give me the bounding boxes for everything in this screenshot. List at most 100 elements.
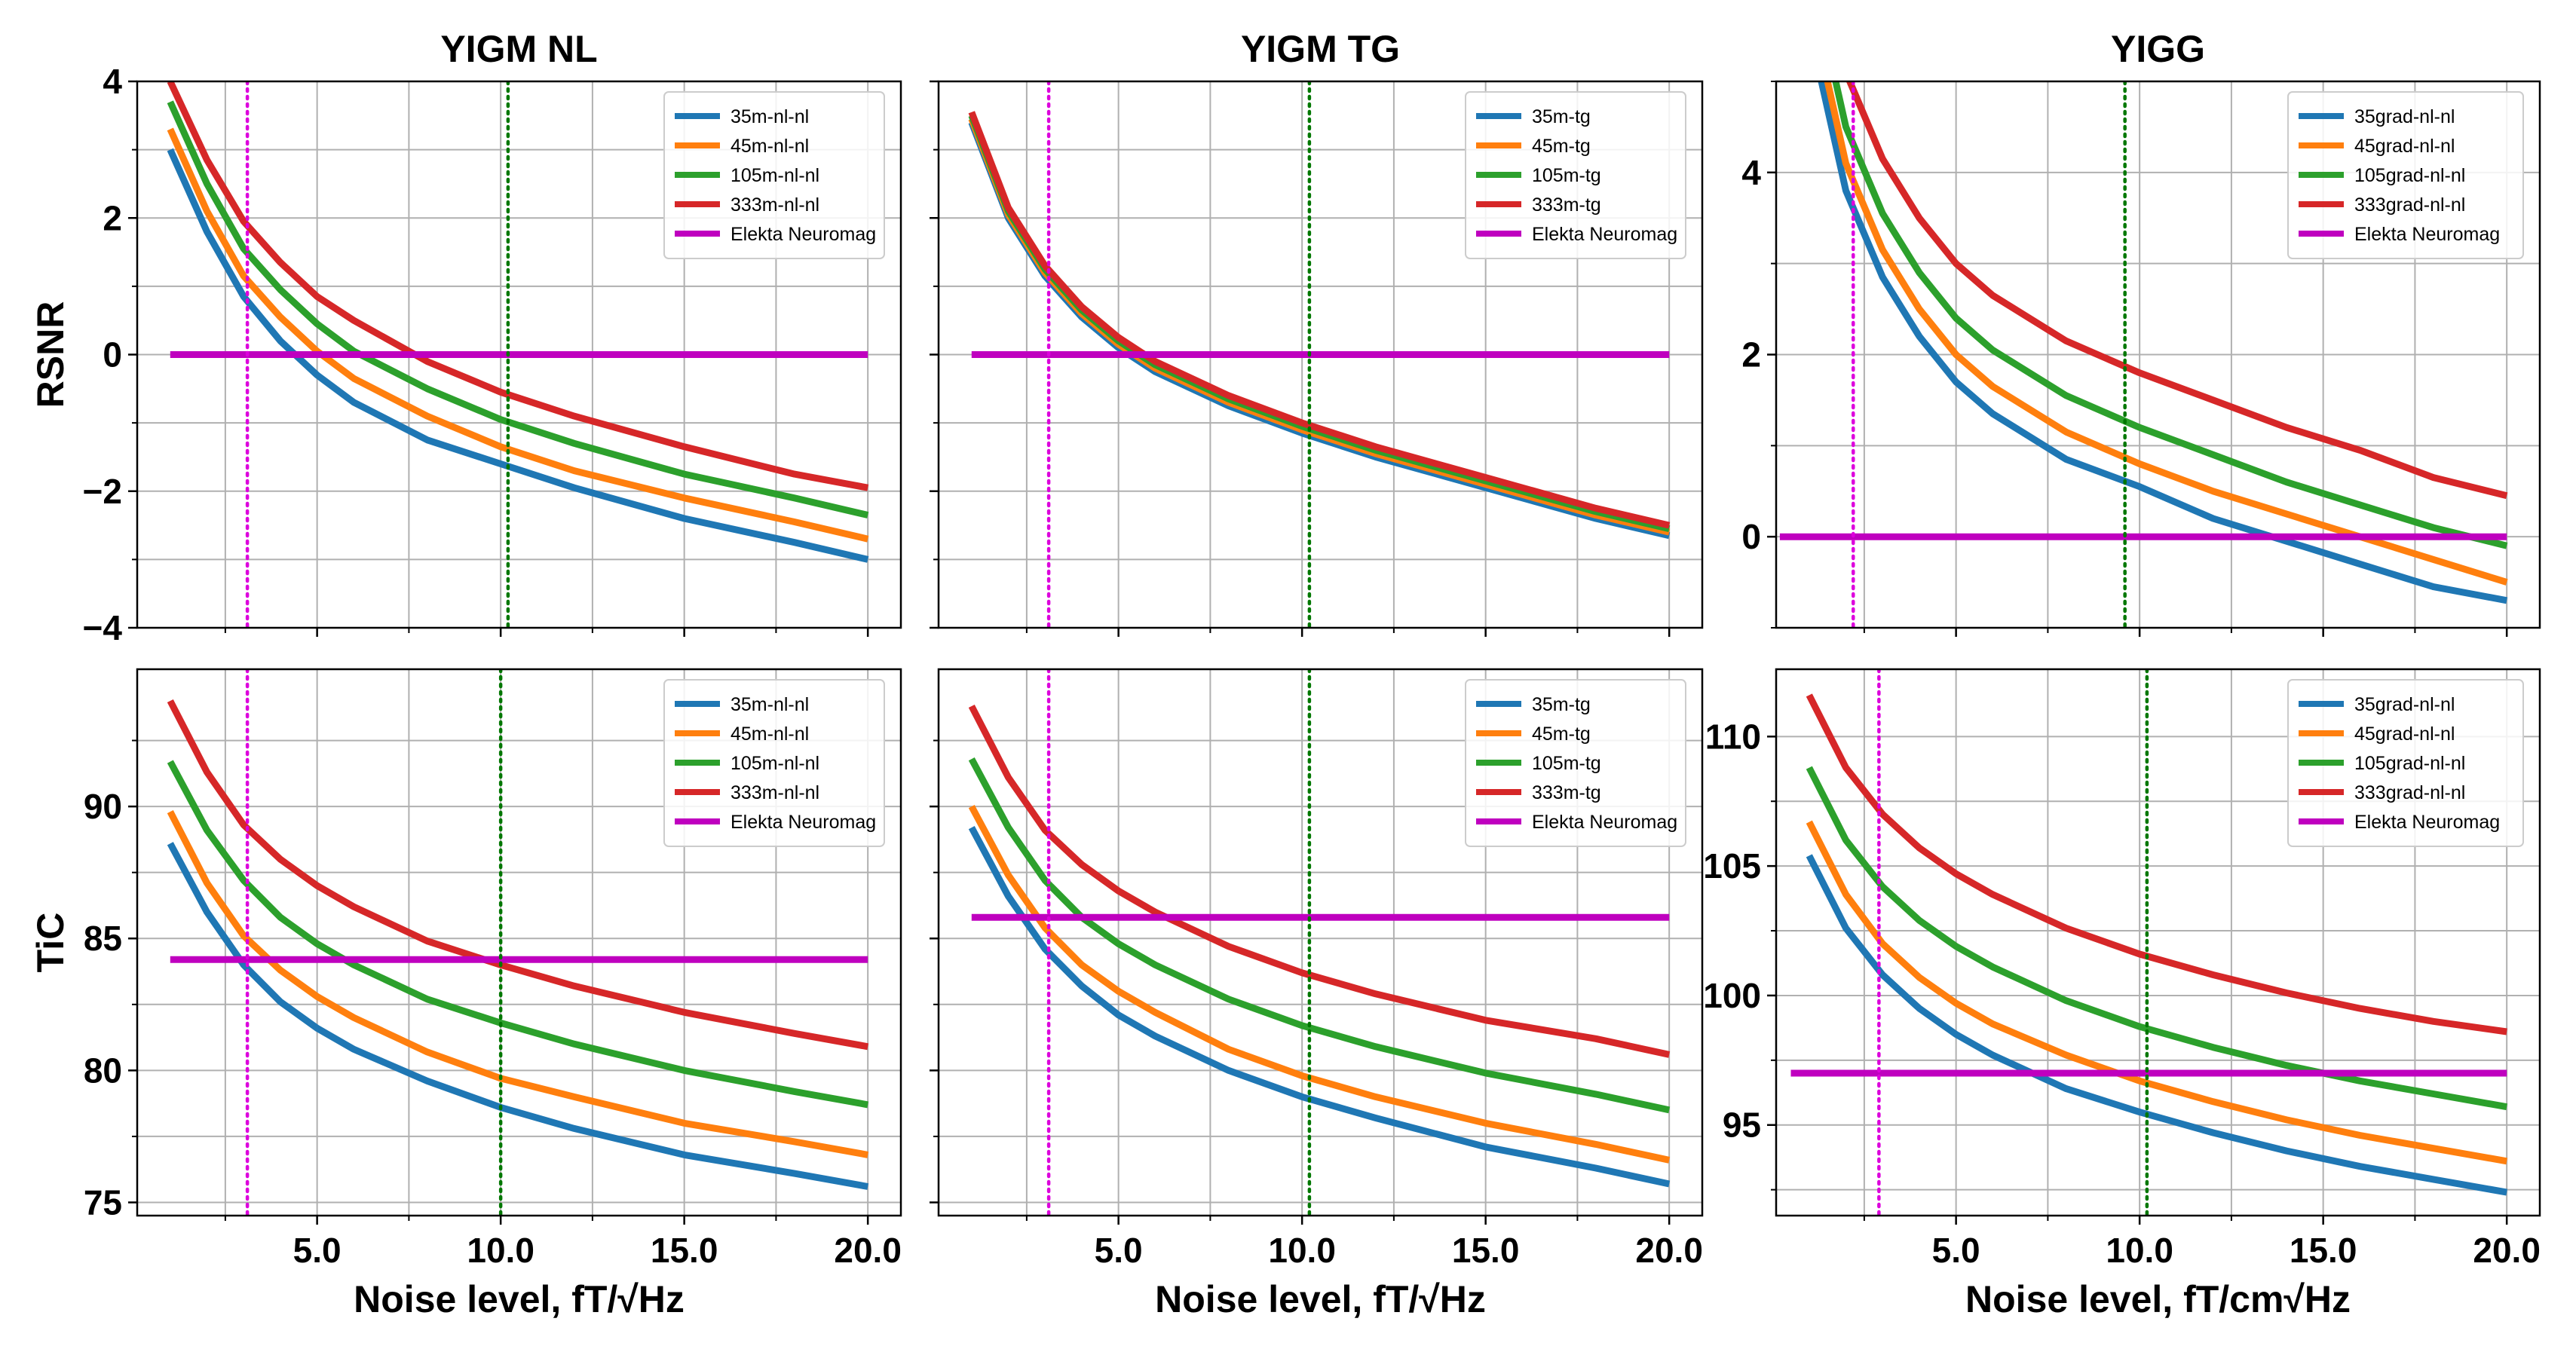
- legend-entry: 105m-nl-nl: [731, 165, 819, 186]
- legend-entry: 45m-nl-nl: [731, 723, 809, 745]
- y-tick-label: 85: [84, 919, 122, 958]
- y-tick-label: 2: [1741, 335, 1761, 375]
- series-line: [968, 757, 1671, 1114]
- y-axis-label: TiC: [29, 913, 72, 973]
- y-axis-label: RSNR: [29, 301, 72, 408]
- series-group: [167, 81, 869, 628]
- y-tick-label: −4: [83, 608, 123, 647]
- series-group: [968, 669, 1671, 1216]
- series-line: [968, 825, 1671, 1188]
- legend-entry: 333grad-nl-nl: [2354, 194, 2465, 216]
- legend-entry: Elekta Neuromag: [731, 224, 876, 245]
- legend-entry: 35m-nl-nl: [731, 694, 809, 715]
- legend: 35m-tg 45m-tg 105m-tg 333m-tg Elekta Neuroma…: [1465, 91, 1686, 259]
- y-tick-label: 2: [103, 198, 122, 237]
- legend-entry: 105m-tg: [1532, 753, 1601, 774]
- series-line: [1806, 693, 2507, 1035]
- series-line: [968, 111, 1671, 529]
- panel-5: 5.0 10.0 15.0 20.0 Noise level, fT/√Hz 35m-tg…: [930, 668, 1704, 1320]
- series-line: [1806, 854, 2507, 1196]
- panel-4: 5.0 10.0 15.0 20.0 75 80 85 90 Noise level, fT/√…: [29, 668, 902, 1320]
- axes-frame: [1775, 668, 2541, 1217]
- legend-entry: 105m-tg: [1532, 165, 1601, 186]
- y-tick-label: 4: [1741, 153, 1761, 192]
- legend-entry: Elekta Neuromag: [731, 812, 876, 833]
- legend-box: [2287, 679, 2524, 847]
- legend-entry: 333m-tg: [1532, 782, 1601, 803]
- series-line: [1832, 81, 2508, 549]
- x-tick-label: 15.0: [1452, 1231, 1520, 1270]
- legend-entry: 35grad-nl-nl: [2354, 106, 2455, 127]
- x-tick-label: 5.0: [1095, 1231, 1143, 1270]
- legend-entry: 105grad-nl-nl: [2354, 753, 2465, 774]
- legend-entry: Elekta Neuromag: [1532, 812, 1677, 833]
- axes-frame: [937, 80, 1704, 629]
- series-line: [167, 699, 868, 1051]
- legend-entry: 333m-tg: [1532, 194, 1601, 216]
- x-axis-label: Noise level, fT/√Hz: [1155, 1278, 1486, 1320]
- series-line: [167, 81, 869, 491]
- x-tick-label: 5.0: [293, 1231, 342, 1270]
- series-line: [167, 842, 868, 1190]
- x-axis-label: Noise level, fT/√Hz: [354, 1278, 685, 1320]
- legend: 35m-tg 45m-tg 105m-tg 333m-tg Elekta Neuroma…: [1465, 679, 1686, 847]
- series-line: [968, 704, 1671, 1058]
- legend: 35grad-nl-nl 45grad-nl-nl 105grad-nl-nl 333…: [2287, 91, 2524, 259]
- legend-entry: 35m-nl-nl: [731, 106, 809, 127]
- x-tick-label: 20.0: [2473, 1231, 2541, 1270]
- y-tick-label: 100: [1703, 976, 1761, 1015]
- legend-entry: 45m-tg: [1532, 136, 1591, 157]
- axes-frame: [937, 668, 1704, 1217]
- y-tick-label: 4: [103, 62, 122, 101]
- y-tick-label: 110: [1705, 717, 1761, 756]
- legend-entry: 45m-tg: [1532, 723, 1591, 745]
- panel-title: YIGM TG: [1241, 28, 1400, 70]
- axes-frame: [136, 80, 902, 629]
- x-tick-label: 10.0: [1268, 1231, 1336, 1270]
- x-tick-label: 10.0: [2106, 1231, 2173, 1270]
- y-tick-label: 95: [1723, 1106, 1761, 1145]
- series-line: [167, 127, 869, 543]
- legend: 35m-nl-nl 45m-nl-nl 105m-nl-nl 333m-nl-nl El…: [663, 679, 885, 847]
- legend-box: [663, 91, 885, 259]
- x-tick-label: 15.0: [2290, 1231, 2357, 1270]
- series-line: [1806, 820, 2507, 1165]
- legend-box: [2287, 91, 2524, 259]
- panel-6: 5.0 10.0 15.0 20.0 95 100 105 110 Noise level, f…: [1703, 668, 2541, 1320]
- legend: 35grad-nl-nl 45grad-nl-nl 105grad-nl-nl 333…: [2287, 679, 2524, 847]
- legend-box: [1465, 679, 1686, 847]
- x-tick-label: 15.0: [651, 1231, 718, 1270]
- y-tick-label: 0: [103, 335, 122, 375]
- axes-frame: [136, 668, 902, 1217]
- series-group: [968, 81, 1671, 628]
- panel-title: YIGG: [2111, 28, 2205, 70]
- legend-entry: 105grad-nl-nl: [2354, 165, 2465, 186]
- series-line: [167, 760, 868, 1109]
- x-tick-label: 10.0: [467, 1231, 534, 1270]
- x-tick-label: 20.0: [1635, 1231, 1703, 1270]
- legend-entry: 35m-tg: [1532, 694, 1591, 715]
- panel-3: 0 2 4 YIGG 35grad-nl-nl 45grad-nl-nl 105grad-n…: [1741, 28, 2541, 637]
- series-line: [1818, 81, 2508, 604]
- y-tick-label: 105: [1703, 846, 1761, 886]
- y-tick-label: 0: [1741, 517, 1761, 556]
- legend-entry: 105m-nl-nl: [731, 753, 819, 774]
- series-line: [167, 810, 868, 1158]
- legend-entry: 45grad-nl-nl: [2354, 136, 2455, 157]
- legend-entry: Elekta Neuromag: [1532, 224, 1677, 245]
- y-tick-label: 90: [84, 787, 122, 826]
- series-group: [167, 669, 868, 1216]
- x-tick-label: 20.0: [834, 1231, 902, 1270]
- axes-frame: [1775, 80, 2541, 629]
- y-tick-label: 80: [84, 1051, 122, 1090]
- series-line: [1806, 766, 2507, 1111]
- legend-entry: 45m-nl-nl: [731, 136, 809, 157]
- legend-box: [663, 679, 885, 847]
- panel-1: −4 −2 0 2 4 YIGM NL RSNR 35m-nl-nl 45m-nl-nl 105m…: [29, 28, 902, 647]
- panel-title: YIGM NL: [440, 28, 597, 70]
- panel-2: YIGM TG 35m-tg 45m-tg 105m-tg 333m-tg Elekta …: [930, 28, 1704, 637]
- legend-entry: 45grad-nl-nl: [2354, 723, 2455, 745]
- legend-entry: Elekta Neuromag: [2354, 224, 2500, 245]
